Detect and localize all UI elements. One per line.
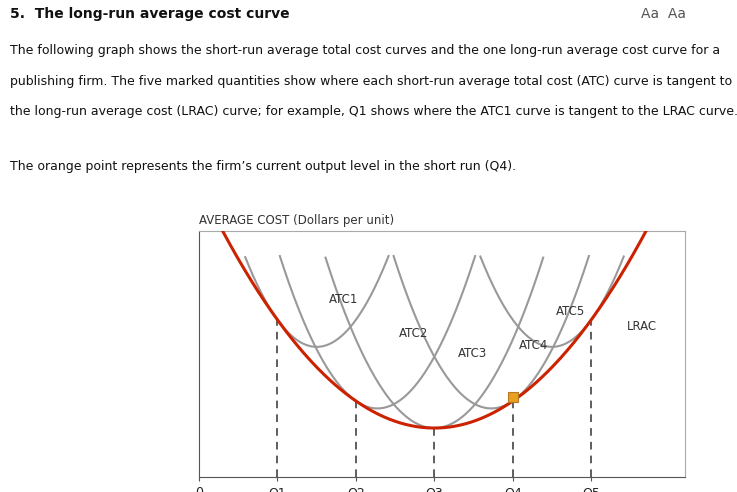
Text: ATC2: ATC2: [399, 327, 428, 340]
Text: The orange point represents the firm’s current output level in the short run (Q4: The orange point represents the firm’s c…: [10, 160, 516, 173]
Text: Aa  Aa: Aa Aa: [641, 7, 686, 21]
Text: LRAC: LRAC: [626, 320, 657, 333]
Text: The following graph shows the short-run average total cost curves and the one lo: The following graph shows the short-run …: [10, 44, 720, 57]
Text: ATC3: ATC3: [458, 347, 487, 360]
Text: ATC4: ATC4: [519, 339, 548, 352]
Text: AVERAGE COST (Dollars per unit): AVERAGE COST (Dollars per unit): [199, 215, 394, 227]
Text: ATC1: ATC1: [329, 293, 358, 306]
Text: 5.  The long-run average cost curve: 5. The long-run average cost curve: [10, 7, 289, 21]
Text: ATC5: ATC5: [556, 305, 585, 318]
Text: publishing firm. The five marked quantities show where each short-run average to: publishing firm. The five marked quantit…: [10, 75, 732, 88]
Text: the long-run average cost (LRAC) curve; for example, Q1 shows where the ATC1 cur: the long-run average cost (LRAC) curve; …: [10, 105, 737, 118]
